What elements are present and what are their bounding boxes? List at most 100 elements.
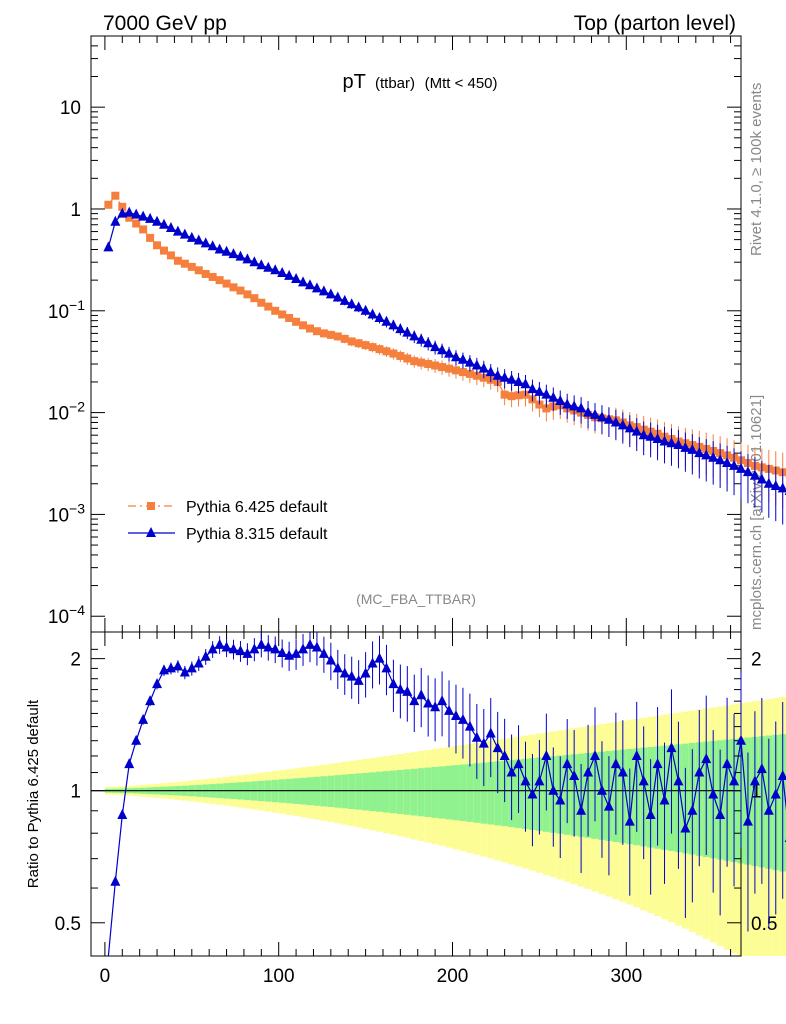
point-pythia8 bbox=[506, 373, 517, 384]
point-pythia8 bbox=[617, 419, 628, 430]
ratio-point bbox=[249, 643, 260, 654]
ratio-point bbox=[409, 695, 420, 706]
ratio-point bbox=[659, 794, 670, 805]
point-pythia8 bbox=[200, 237, 211, 248]
band-green bbox=[494, 761, 502, 826]
ratio-point bbox=[214, 638, 225, 649]
band-green bbox=[369, 772, 377, 812]
ratio-point bbox=[360, 667, 371, 678]
ratio-ylabel: Ratio to Pythia 6.425 default bbox=[25, 699, 42, 888]
point-pythia8 bbox=[736, 462, 746, 473]
point-pythia8 bbox=[249, 256, 260, 267]
ratio-point bbox=[193, 657, 204, 668]
ratio-point bbox=[506, 766, 517, 777]
ratio-point bbox=[332, 662, 343, 673]
ratio-point bbox=[304, 638, 315, 649]
point-pythia8 bbox=[235, 250, 246, 261]
point-pythia6 bbox=[132, 219, 141, 228]
point-pythia8 bbox=[749, 469, 760, 480]
ratio-point bbox=[742, 815, 753, 826]
ratio-point bbox=[444, 704, 455, 715]
ratio-point bbox=[186, 662, 197, 673]
band-green bbox=[445, 765, 453, 820]
point-pythia8 bbox=[207, 240, 218, 251]
point-pythia8 bbox=[492, 369, 503, 380]
point-pythia8 bbox=[179, 228, 190, 239]
band-green bbox=[410, 768, 418, 816]
point-pythia8 bbox=[576, 402, 587, 413]
legend: Pythia 6.425 default Pythia 8.315 defaul… bbox=[128, 499, 328, 543]
band-green bbox=[473, 763, 481, 823]
point-pythia6 bbox=[125, 213, 134, 222]
point-pythia8 bbox=[569, 400, 580, 411]
plot-title-sub: (ttbar) bbox=[375, 75, 415, 92]
point-pythia6 bbox=[472, 371, 481, 380]
ratio-point bbox=[207, 643, 218, 654]
ratio-point bbox=[346, 670, 357, 681]
ratio-point bbox=[124, 758, 135, 769]
band-green bbox=[452, 765, 460, 821]
point-pythia6 bbox=[514, 391, 523, 400]
legend-marker-pythia8 bbox=[146, 527, 156, 537]
ratio-point bbox=[318, 647, 329, 658]
ratio-point bbox=[590, 749, 601, 760]
point-pythia6 bbox=[333, 332, 342, 341]
ratio-point bbox=[708, 788, 719, 799]
band-green bbox=[327, 775, 335, 808]
ratio-point bbox=[388, 678, 399, 689]
source-label: mcplots.cern.ch [arXiv:2401.10621] bbox=[748, 395, 765, 630]
ratio-point bbox=[374, 652, 385, 663]
point-pythia8 bbox=[117, 207, 128, 218]
ratio-point bbox=[729, 775, 740, 786]
band-green bbox=[417, 768, 425, 817]
watermark: (MC_FBA_TTBAR) bbox=[356, 591, 476, 607]
point-pythia6 bbox=[215, 276, 224, 285]
legend-marker-pythia6 bbox=[147, 502, 155, 510]
ratio-point bbox=[325, 654, 336, 665]
point-pythia6 bbox=[368, 343, 377, 352]
band-green bbox=[480, 762, 488, 824]
ratio-point bbox=[402, 685, 413, 696]
point-pythia6 bbox=[535, 400, 544, 409]
point-pythia6 bbox=[201, 269, 210, 278]
point-pythia6 bbox=[285, 313, 294, 322]
ratio-point bbox=[569, 770, 580, 781]
ratio-point bbox=[694, 766, 705, 777]
ratio-bands bbox=[104, 697, 786, 956]
band-green bbox=[341, 774, 349, 809]
point-pythia8 bbox=[172, 225, 183, 236]
ratio-point bbox=[645, 809, 656, 820]
band-green bbox=[334, 775, 342, 808]
point-pythia6 bbox=[396, 351, 405, 360]
point-pythia8 bbox=[631, 425, 642, 436]
point-pythia6 bbox=[458, 368, 467, 377]
point-pythia8 bbox=[242, 253, 253, 264]
point-pythia8 bbox=[596, 411, 607, 422]
band-green bbox=[382, 771, 390, 813]
ratio-point bbox=[291, 647, 302, 658]
ratio-ytick-label: 1 bbox=[70, 782, 81, 803]
x-tick-label: 300 bbox=[610, 966, 642, 987]
point-pythia8 bbox=[193, 234, 204, 245]
ratio-point bbox=[138, 713, 149, 724]
point-pythia8 bbox=[437, 344, 448, 355]
point-pythia8 bbox=[444, 347, 455, 358]
ratio-ytick-label: 0.5 bbox=[55, 914, 81, 935]
point-pythia8 bbox=[402, 326, 413, 337]
ratio-point bbox=[722, 758, 733, 769]
point-pythia8 bbox=[666, 437, 677, 448]
ratio-point bbox=[548, 784, 559, 795]
main-panel: 10−4 10−3 10−2 10−1 1 10 pT (ttbar) (Mtt < 45… bbox=[48, 35, 786, 633]
point-pythia8 bbox=[652, 433, 663, 444]
point-pythia8 bbox=[291, 273, 302, 284]
band-green bbox=[348, 774, 356, 810]
ratio-point bbox=[131, 734, 142, 745]
ratio-point bbox=[492, 742, 503, 753]
point-pythia8 bbox=[298, 276, 309, 287]
plot-title-main: pT bbox=[342, 71, 365, 93]
band-green bbox=[396, 769, 404, 814]
point-pythia8 bbox=[659, 435, 670, 446]
point-pythia8 bbox=[256, 259, 267, 270]
header-left: 7000 GeV pp bbox=[103, 12, 227, 35]
point-pythia8 bbox=[478, 362, 489, 373]
